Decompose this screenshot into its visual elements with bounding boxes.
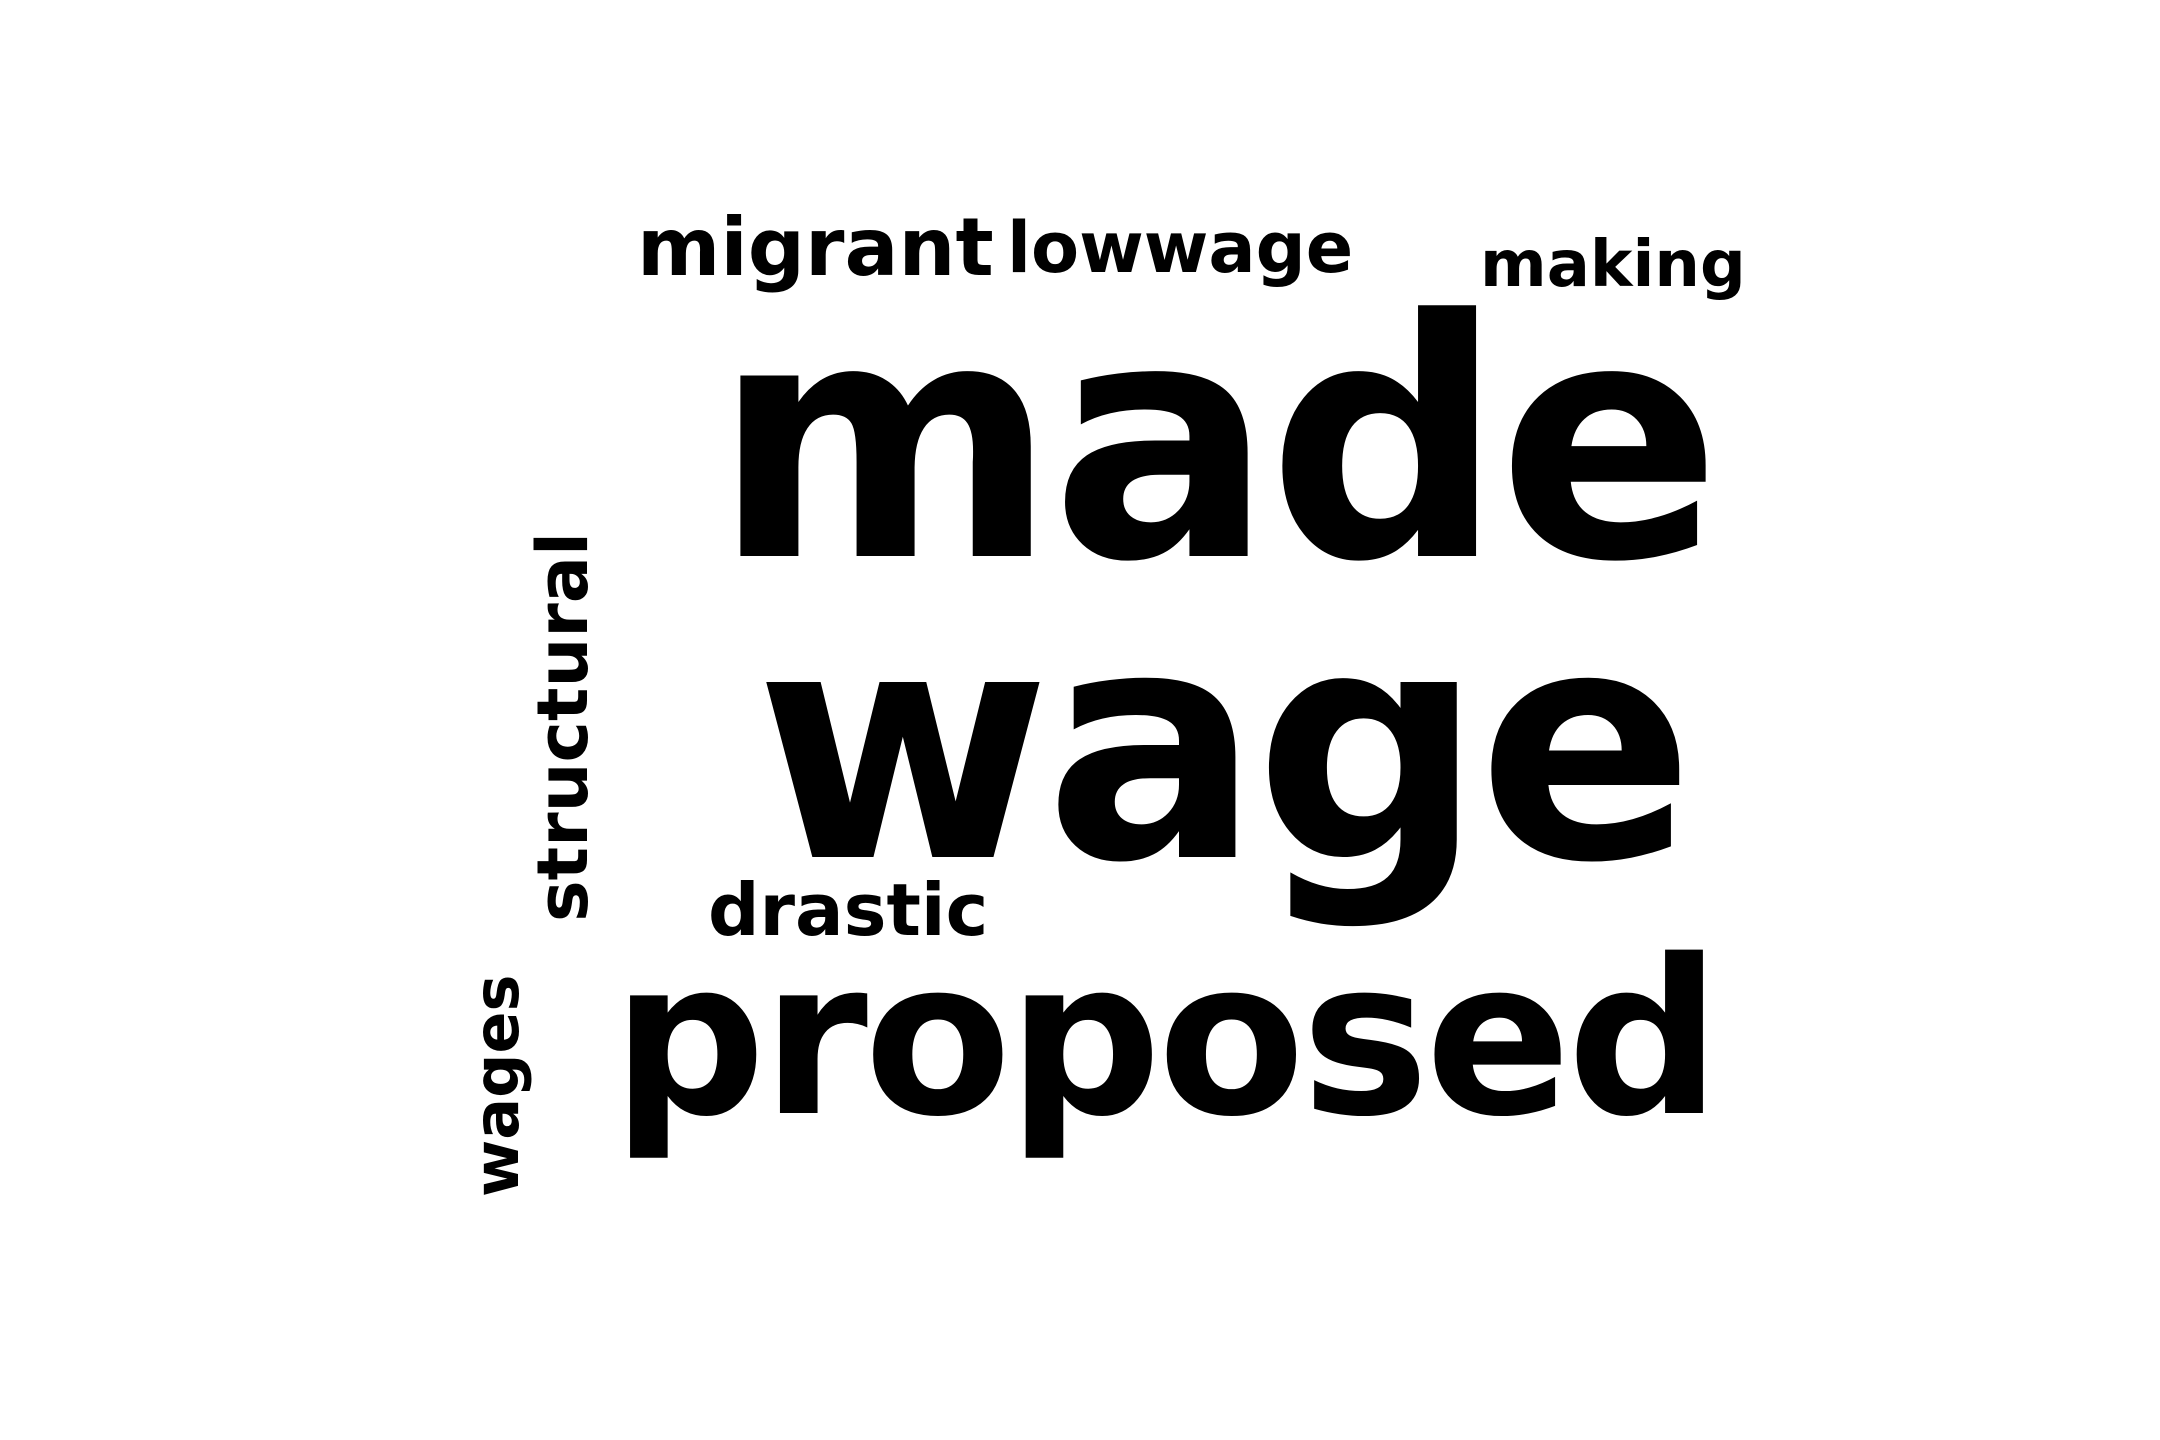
word-lowwage: lowwage <box>1007 207 1354 289</box>
word-proposed: proposed <box>612 913 1721 1164</box>
word-migrant: migrant <box>637 201 994 294</box>
word-making: making <box>1480 228 1746 302</box>
word-made: made <box>713 250 1722 634</box>
word-wages: wages <box>460 974 533 1197</box>
word-structural: structural <box>522 531 604 922</box>
word-wage: wage <box>755 561 1695 933</box>
word-drastic: drastic <box>708 868 989 952</box>
